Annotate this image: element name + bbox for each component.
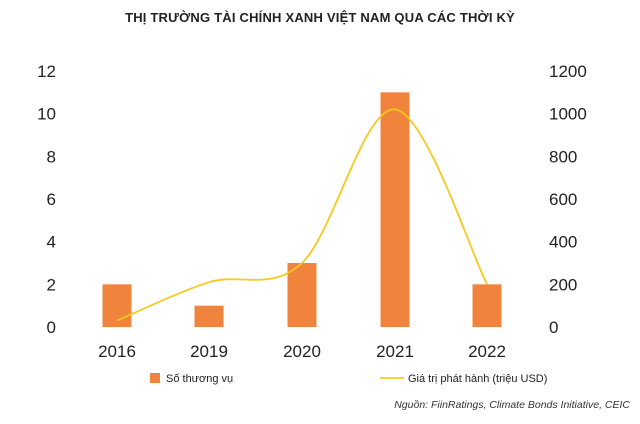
- line-series: [116, 108, 488, 322]
- x-tick-label: 2016: [98, 342, 136, 361]
- right-tick-label: 1200: [549, 62, 587, 81]
- right-tick-label: 0: [549, 318, 558, 337]
- source-note: Nguồn: FiinRatings, Climate Bonds Initia…: [394, 399, 630, 411]
- right-tick-label: 200: [549, 275, 577, 294]
- left-axis: 0 2 4 6 8 10 12: [37, 62, 56, 337]
- left-tick-label: 8: [47, 147, 56, 166]
- right-axis: 0 200 400 600 800 1000 1200: [549, 62, 587, 337]
- legend-label-bar: Số thương vụ: [166, 373, 233, 385]
- bar: [194, 305, 224, 327]
- bar: [472, 284, 502, 327]
- right-tick-label: 600: [549, 190, 577, 209]
- left-tick-label: 12: [37, 62, 56, 81]
- left-tick-label: 4: [47, 233, 56, 252]
- legend: Số thương vụ Giá trị phát hành (triệu USD…: [150, 373, 547, 385]
- legend-swatch-bar: [150, 373, 160, 383]
- line-path: [116, 108, 488, 322]
- left-tick-label: 10: [37, 105, 56, 124]
- right-tick-label: 1000: [549, 105, 587, 124]
- bar-series: [102, 92, 502, 327]
- left-tick-label: 2: [47, 275, 56, 294]
- legend-label-line: Giá trị phát hành (triệu USD): [408, 373, 547, 385]
- x-axis: 2016 2019 2020 2021 2022: [98, 342, 506, 361]
- bar: [287, 263, 317, 327]
- right-tick-label: 800: [549, 147, 577, 166]
- left-tick-label: 0: [47, 318, 56, 337]
- bar: [380, 92, 410, 327]
- chart-title: THỊ TRƯỜNG TÀI CHÍNH XANH VIỆT NAM QUA C…: [125, 10, 515, 25]
- x-tick-label: 2021: [376, 342, 414, 361]
- x-tick-label: 2022: [468, 342, 506, 361]
- x-tick-label: 2020: [283, 342, 321, 361]
- left-tick-label: 6: [47, 190, 56, 209]
- x-tick-label: 2019: [190, 342, 228, 361]
- right-tick-label: 400: [549, 233, 577, 252]
